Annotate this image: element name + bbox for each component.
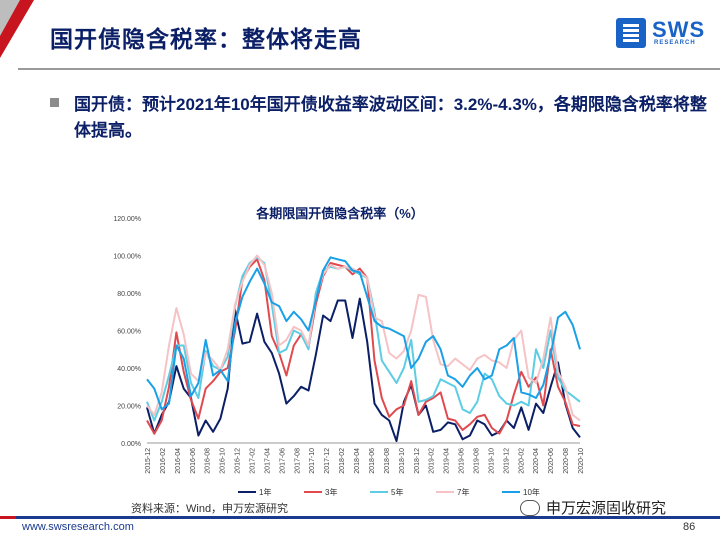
series-line-1年 [146,297,581,443]
x-tick-label: 2017-04 [264,448,271,474]
x-tick-label: 2020-10 [578,448,585,474]
x-tick-label: 2019-12 [503,448,510,474]
logo-text: SWS [652,17,706,42]
legend-label: 10年 [523,487,540,497]
legend-label: 5年 [391,487,403,497]
bullet-square-icon [50,98,59,107]
series-line-3年 [146,258,581,435]
x-tick-label: 2015-12 [145,448,152,474]
x-tick-label: 2016-04 [175,448,182,474]
website-link[interactable]: www.swsresearch.com [22,521,134,533]
x-tick-label: 2016-02 [160,448,167,474]
logo-mark-icon [616,18,646,48]
y-tick-label: 100.00% [113,254,141,261]
x-tick-label: 2016-10 [220,448,227,474]
page-number: 86 [683,521,696,533]
x-tick-label: 2018-06 [369,448,376,474]
x-tick-label: 2020-02 [518,448,525,474]
legend-label: 7年 [457,487,469,497]
y-tick-label: 20.00% [117,404,141,411]
logo-subtext: RESEARCH [654,40,696,46]
x-tick-label: 2020-04 [533,448,540,474]
y-tick-label: 80.00% [117,291,141,298]
x-tick-label: 2020-08 [563,448,570,474]
y-tick-label: 0.00% [121,441,141,448]
x-tick-label: 2016-08 [205,448,212,474]
x-tick-label: 2017-06 [279,448,286,474]
y-tick-label: 120.00% [113,216,141,223]
source-note: 资料来源：Wind，申万宏源研究 [131,503,289,515]
footer-accent [0,516,16,519]
x-tick-label: 2018-08 [384,448,391,474]
series-line-7年 [146,254,581,422]
x-tick-label: 2019-06 [459,448,466,474]
x-tick-label: 2019-04 [444,448,451,474]
series-line-10年 [146,256,581,411]
x-tick-label: 2018-04 [354,448,361,474]
y-tick-label: 40.00% [117,366,141,373]
slide-title: 国开债隐含税率：整体将走高 [50,26,362,52]
x-tick-label: 2017-02 [250,448,257,474]
x-tick-label: 2018-02 [339,448,346,474]
corner-accent-gray [0,0,20,36]
x-tick-label: 2017-12 [324,448,331,474]
x-tick-label: 2016-06 [190,448,197,474]
title-divider [18,68,720,70]
x-tick-label: 2020-06 [548,448,555,474]
legend-label: 1年 [259,487,271,497]
x-tick-label: 2017-10 [309,448,316,474]
watermark: 申万宏源固收研究 [520,497,716,519]
x-tick-label: 2018-10 [399,448,406,474]
slide-body-text: 国开债：预计2021年10年国开债收益率波动区间：3.2%-4.3%，各期限隐含… [74,95,707,140]
legend-label: 3年 [325,487,337,497]
sws-logo: SWS RESEARCH [616,17,708,50]
footer-divider [0,516,720,519]
x-tick-label: 2017-08 [294,448,301,474]
x-tick-label: 2018-12 [414,448,421,474]
x-tick-label: 2019-02 [429,448,436,474]
watermark-text: 申万宏源固收研究 [546,500,667,517]
x-tick-label: 2016-12 [235,448,242,474]
y-tick-label: 60.00% [117,329,141,336]
x-tick-label: 2019-10 [488,448,495,474]
x-tick-label: 2019-08 [473,448,480,474]
wechat-icon [520,500,540,516]
chart-title: 各期限国开债隐含税率（%） [256,206,424,221]
